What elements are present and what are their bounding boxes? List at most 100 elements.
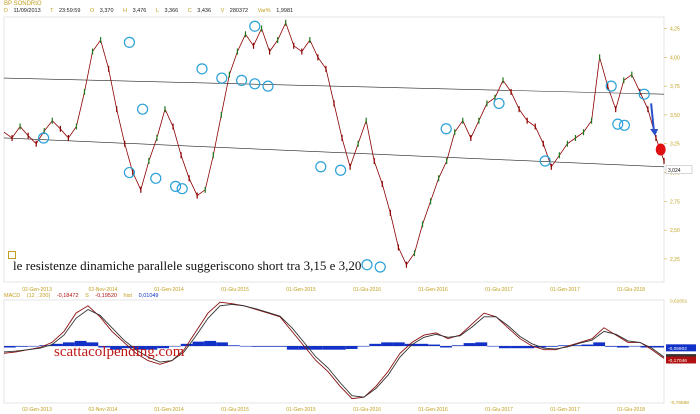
- macd-value-box: [666, 356, 696, 364]
- ohlc-readout: D 11/09/2013 T 23:59:59 O 3,370 H 3,476 …: [4, 8, 301, 14]
- ohlc-open: O 3,370: [89, 8, 114, 14]
- macd-ylabel: -0,05902: [668, 346, 687, 352]
- macd-hist-bar: [121, 346, 134, 349]
- macd-hist-bar: [263, 346, 276, 347]
- last-price-box: [665, 165, 693, 174]
- touch-point-circle: [37, 132, 50, 144]
- touch-point-circle: [170, 180, 182, 192]
- macd-ylabel: 0,62051: [670, 299, 688, 305]
- touch-point-circle: [176, 183, 188, 195]
- price-xtick-label: 02-Nov-2014: [89, 287, 118, 293]
- price-xtick-label: 01-Giu-2016: [353, 287, 381, 293]
- macd-series-line: [3, 303, 665, 398]
- touch-point-circle: [249, 20, 261, 32]
- macd-series-line: [3, 301, 665, 400]
- ohlc-low: L 3,366: [155, 8, 179, 14]
- macd-hist-bar: [310, 346, 323, 350]
- touch-point-circle: [249, 78, 261, 90]
- macd-xtick-label: 01-Giu-2016: [353, 407, 381, 413]
- price-xtick-label: 01-Giu-2015: [221, 287, 249, 293]
- price-ytick-label: 4,00: [670, 55, 680, 61]
- macd-value-box: [666, 344, 696, 352]
- macd-hist-bar: [605, 346, 617, 347]
- touch-point-circle: [196, 63, 208, 75]
- touch-point-circle: [638, 88, 650, 100]
- macd-xtick-label: 01-Gen-2016: [418, 407, 448, 413]
- price-ytick-label: 2,75: [670, 199, 680, 205]
- price-panel: 4,254,003,753,503,253,002,752,502,253,02…: [3, 16, 693, 293]
- macd-hist-bar: [593, 342, 606, 347]
- price-xtick-label: 02-Gen-2013: [22, 287, 52, 293]
- channel-line: [3, 77, 665, 95]
- macd-hist-bar: [216, 342, 228, 347]
- touch-point-circle: [493, 97, 505, 110]
- macd-hist-bar: [628, 346, 641, 347]
- macd-hist-bar: [581, 344, 594, 347]
- macd-panel: 0,62051-0,05902-0,16552-0,17046-0,765880…: [3, 299, 696, 413]
- touch-point-circle: [123, 166, 135, 179]
- macd-hist-bar: [369, 343, 382, 347]
- price-ytick-label: 3,25: [670, 142, 680, 148]
- touch-point-circle: [262, 80, 274, 92]
- last-price-label: 3,024: [668, 168, 681, 174]
- macd-hist-bar: [157, 346, 169, 349]
- price-ytick-label: 3,50: [670, 113, 680, 119]
- price-ytick-label: 2,25: [670, 257, 680, 263]
- macd-hist-bar: [133, 346, 146, 350]
- macd-hist-bar: [557, 345, 570, 347]
- macd-hist-bar: [463, 343, 476, 347]
- macd-hist-bar: [392, 342, 405, 347]
- macd-hist-bar: [4, 346, 16, 348]
- touch-point-circle: [539, 155, 551, 167]
- macd-hist-bar: [145, 346, 158, 350]
- macd-hist-bar: [298, 346, 311, 350]
- price-ytick-label: 4,25: [670, 27, 680, 33]
- macd-hist-bar: [239, 346, 252, 347]
- macd-hist-bar: [569, 345, 582, 347]
- price-xtick-label: 01-Gen-2015: [286, 287, 316, 293]
- macd-hist-bar: [192, 341, 205, 347]
- macd-hist-bar: [381, 342, 393, 347]
- touch-point-circle: [123, 36, 135, 48]
- macd-hist-bar: [487, 346, 499, 347]
- macd-hist-bar: [227, 345, 240, 347]
- macd-hist-bar: [451, 345, 464, 347]
- macd-xtick-label: 01-Giu-2017: [485, 407, 513, 413]
- macd-hist-bar: [334, 346, 346, 350]
- macd-hist-bar: [428, 344, 441, 347]
- macd-hist-bar: [62, 342, 75, 347]
- touch-point-circle: [150, 172, 162, 184]
- macd-label: MACD: [4, 293, 21, 299]
- macd-hist-bar: [404, 343, 417, 347]
- macd-ylabel: -0,76588: [670, 400, 689, 406]
- forecast-arrow-head: [650, 128, 659, 136]
- macd-hist-bar: [510, 346, 523, 349]
- macd-value: -0,18472: [56, 293, 79, 299]
- macd-hist-bar: [275, 346, 287, 347]
- price-ytick-label: 3,75: [670, 84, 680, 90]
- price-ytick-label: 2,50: [670, 228, 680, 234]
- macd-xtick-label: 01-Gen-2014: [154, 407, 184, 413]
- macd-hist-bar: [475, 342, 488, 347]
- ohlc-volume: V 280372: [220, 8, 249, 14]
- forecast-arrow: [650, 103, 656, 134]
- touch-point-circle: [374, 261, 386, 273]
- ohlc-date: D 11/09/2013: [4, 8, 41, 14]
- macd-hist-bar: [416, 343, 429, 347]
- price-xtick-label: 01-Giu-2017: [485, 287, 513, 293]
- watermark: scattacolpending.com: [54, 344, 185, 360]
- macd-hist-bar: [169, 346, 181, 347]
- macd-hist-bar: [51, 343, 63, 347]
- touch-point-circle: [618, 119, 631, 131]
- macd-params: (12 , 200): [26, 293, 51, 299]
- zoom-toggle-icon[interactable]: [8, 251, 16, 259]
- macd-hist-bar: [74, 340, 87, 347]
- macd-hist-bar: [98, 346, 111, 348]
- macd-hist-bar: [522, 346, 535, 349]
- touch-point-circle: [216, 72, 228, 84]
- touch-point-circle: [612, 118, 624, 130]
- macd-xtick-label: 01-Giu-2015: [221, 407, 249, 413]
- short-zone-marker: [655, 143, 666, 156]
